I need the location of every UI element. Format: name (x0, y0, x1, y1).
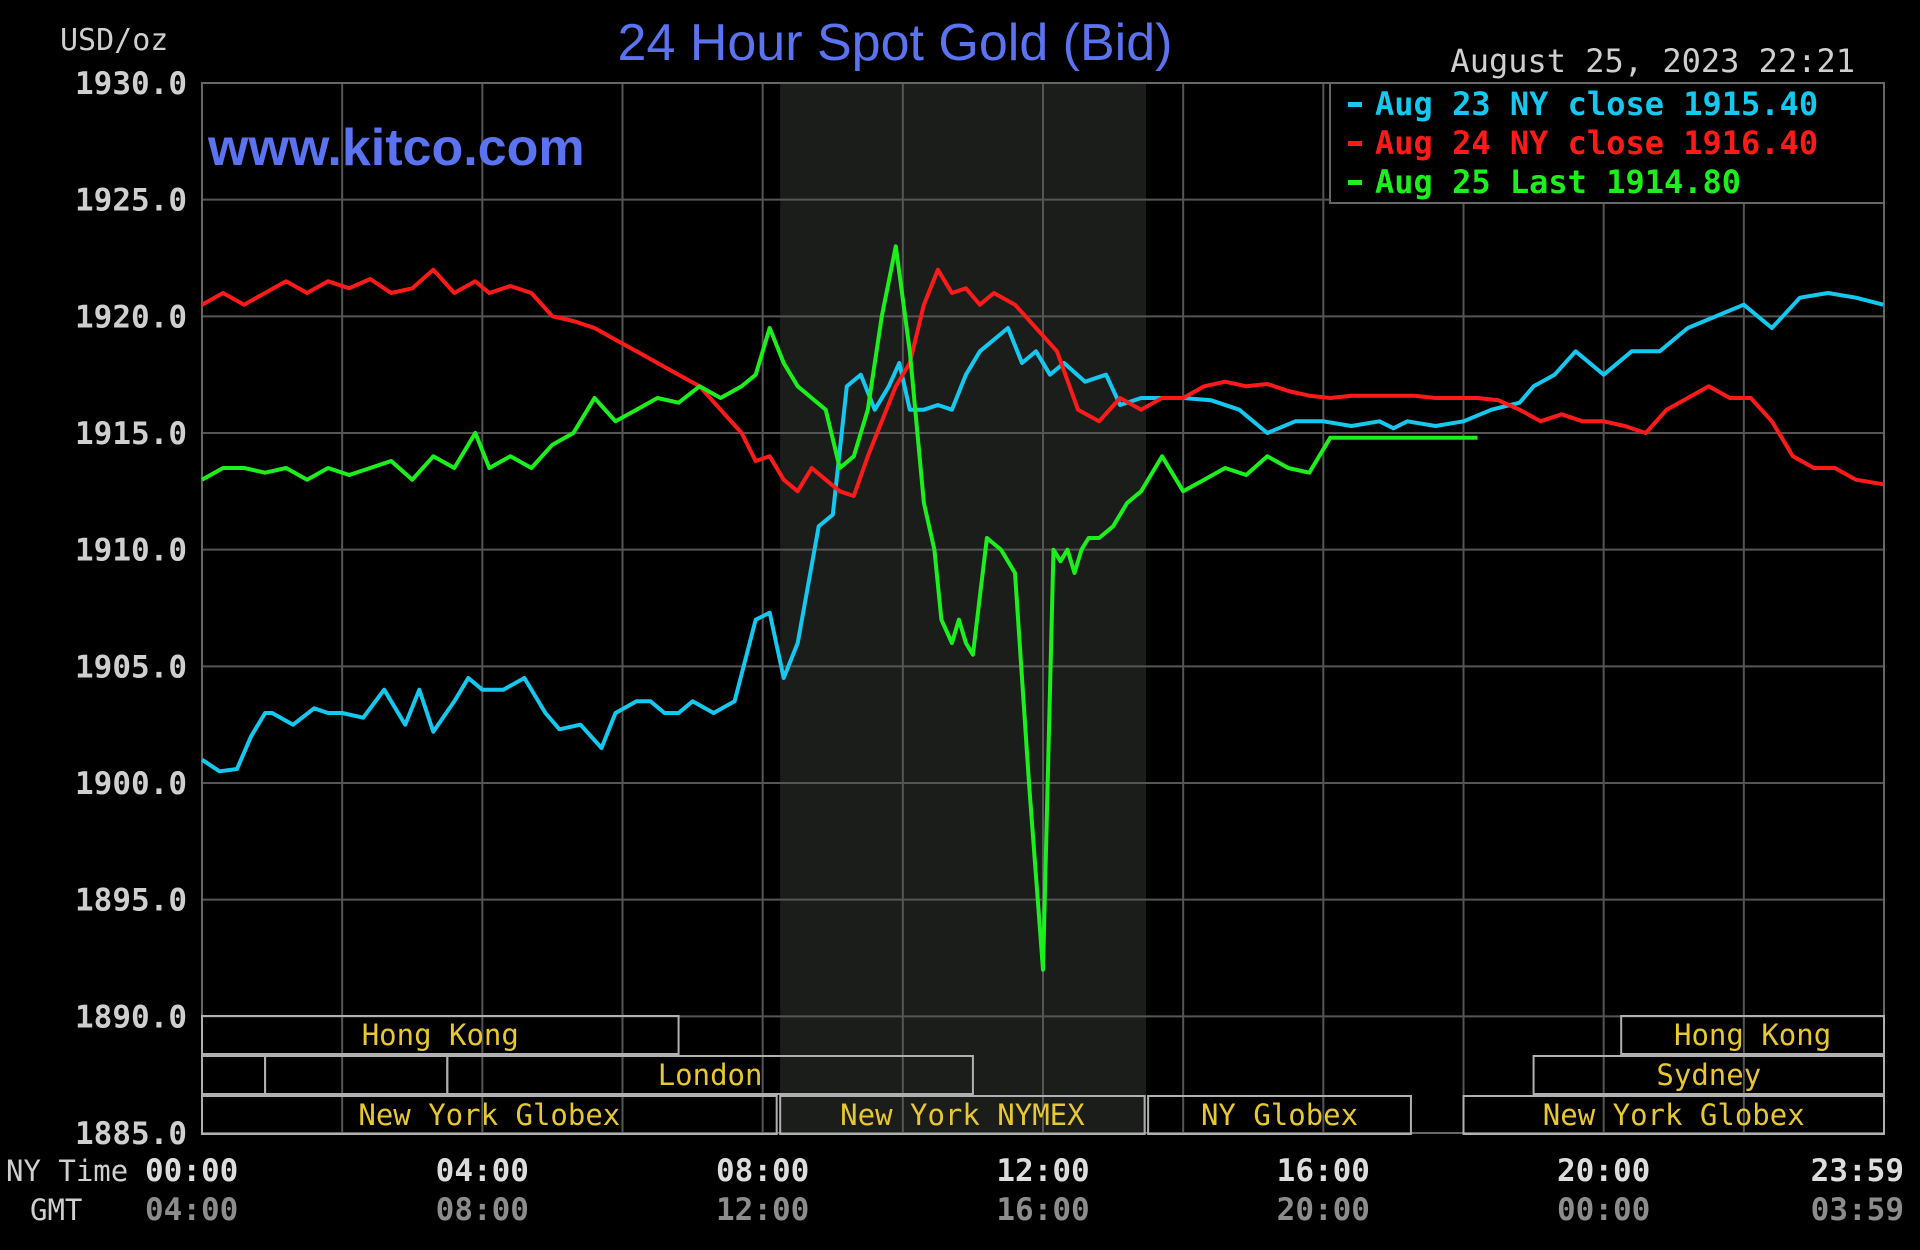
x-tick-label-ny: 16:00 (1277, 1153, 1370, 1189)
y-tick-labels: 1930.0 1925.0 1920.0 1915.0 1910.0 1905.0 1900… (75, 66, 187, 1152)
legend-entry: Aug 23 NY close 1915.40 (1375, 85, 1818, 123)
chart-title: 24 Hour Spot Gold (Bid) (618, 14, 1173, 72)
session-bar-label: Hong Kong (1674, 1018, 1831, 1052)
session-bar-label: Hong Kong (362, 1018, 519, 1052)
legend-swatch (1348, 102, 1362, 107)
x-tick-label-gmt: 03:59 (1811, 1192, 1904, 1228)
x-tick-label-ny: 04:00 (436, 1153, 529, 1189)
session-bar-label: New York Globex (358, 1098, 620, 1132)
y-tick-label: 1915.0 (75, 416, 187, 452)
x-tick-label-gmt: 00:00 (1557, 1192, 1650, 1228)
x-tick-labels: 00:0004:0004:0008:0008:0012:0012:0016:00… (145, 1153, 1904, 1228)
session-bar: New York Globex (201, 1095, 778, 1135)
x-tick-label-ny: 12:00 (996, 1153, 1089, 1189)
ny-time-label: NY Time (6, 1154, 128, 1188)
y-tick-label: 1930.0 (75, 66, 187, 102)
session-bar-outline (1620, 1015, 1885, 1055)
y-tick-label: 1900.0 (75, 766, 187, 802)
legend-swatch (1348, 141, 1362, 146)
session-bar-outline (779, 1095, 1146, 1135)
gmt-label: GMT (30, 1193, 82, 1227)
x-tick-label-ny: 20:00 (1557, 1153, 1650, 1189)
y-tick-label: 1925.0 (75, 183, 187, 219)
highlight-band (780, 83, 1147, 1133)
legend-box (1329, 82, 1885, 204)
legend-entry: Aug 24 NY close 1916.40 (1375, 124, 1818, 162)
session-bar-outline (1462, 1095, 1885, 1135)
x-tick-label-ny: 00:00 (145, 1153, 238, 1189)
session-bar-label: Sydney (1656, 1058, 1761, 1092)
y-tick-label: 1920.0 (75, 299, 187, 335)
y-tick-label: 1890.0 (75, 999, 187, 1035)
session-bar: London (446, 1055, 974, 1095)
timestamp: August 25, 2023 22:21 (1450, 42, 1855, 80)
y-axis-label: USD/oz (60, 23, 168, 58)
y-tick-label: 1910.0 (75, 533, 187, 569)
y-tick-label: 1885.0 (75, 1116, 187, 1152)
x-tick-label-gmt: 04:00 (145, 1192, 238, 1228)
x-tick-label-ny: 23:59 (1811, 1153, 1904, 1189)
x-tick-label-gmt: 16:00 (996, 1192, 1089, 1228)
series-lines (200, 244, 1884, 972)
x-tick-label-gmt: 12:00 (716, 1192, 809, 1228)
series-line-aug-24 (201, 267, 1884, 498)
legend-swatch (1348, 180, 1362, 185)
y-tick-label: 1895.0 (75, 883, 187, 919)
session-bar-outline (1532, 1055, 1886, 1095)
x-tick-label-ny: 08:00 (716, 1153, 809, 1189)
session-bar-outline (201, 1095, 778, 1135)
x-tick-label-gmt: 08:00 (436, 1192, 529, 1228)
session-bar-label: NY Globex (1201, 1098, 1358, 1132)
session-bar: Sydney (1532, 1055, 1886, 1095)
session-bar-outline (1147, 1095, 1412, 1135)
session-bar: Hong Kong (201, 1015, 680, 1055)
session-bar: Hong Kong (1620, 1015, 1885, 1055)
y-tick-label: 1905.0 (75, 649, 187, 685)
x-tick-label-gmt: 20:00 (1277, 1192, 1370, 1228)
session-bar: New York Globex (1462, 1095, 1885, 1135)
session-bar-label: New York Globex (1543, 1098, 1805, 1132)
session-bars: Hong Kong Hong Kong London Sydney New York G… (201, 1015, 1886, 1135)
session-bar-outline (446, 1055, 974, 1095)
session-bar: New York NYMEX (779, 1095, 1146, 1135)
session-bar-label: London (658, 1058, 763, 1092)
legend-entry: Aug 25 Last 1914.80 (1375, 163, 1741, 201)
session-bar-outline (201, 1015, 680, 1055)
session-bar: NY Globex (1147, 1095, 1412, 1135)
session-bar-label: New York NYMEX (840, 1098, 1085, 1132)
watermark: www.kitco.com (207, 119, 585, 177)
series-line-aug-25 (201, 244, 1478, 972)
